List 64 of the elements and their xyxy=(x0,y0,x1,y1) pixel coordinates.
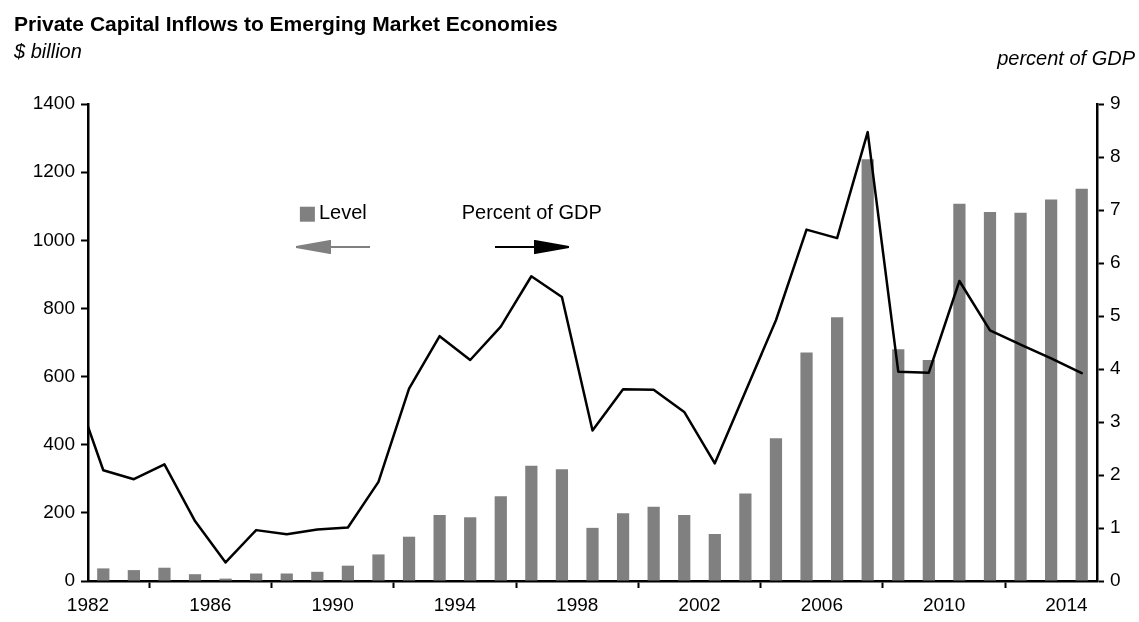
bar xyxy=(525,465,538,581)
y-tick-label: 600 xyxy=(43,364,75,386)
bar xyxy=(678,514,691,581)
text: Percent of GDP xyxy=(461,201,602,224)
y-tick-label: 0 xyxy=(64,569,75,591)
x-tick-label: 1994 xyxy=(433,593,477,615)
bar xyxy=(739,493,752,581)
bar xyxy=(892,349,905,581)
y-tick-label: 400 xyxy=(43,432,75,454)
x-tick-label: 2010 xyxy=(922,593,966,615)
bar xyxy=(280,573,293,581)
bar xyxy=(769,438,783,581)
y-axis-title: $ billion xyxy=(14,40,82,63)
bar xyxy=(433,514,446,581)
bar xyxy=(1014,212,1027,581)
y-tick-label: 800 xyxy=(43,296,75,318)
bar xyxy=(1045,199,1058,581)
bar xyxy=(97,568,110,581)
y2-tick-label: 9 xyxy=(1110,92,1121,114)
y2-tick-label: 8 xyxy=(1110,145,1121,167)
y2-tick-label: 4 xyxy=(1110,357,1121,379)
y-tick-label: 200 xyxy=(43,501,75,523)
y-tick-label: 1000 xyxy=(32,228,75,250)
y-tick-label: 1200 xyxy=(32,160,75,182)
y2-tick-label: 7 xyxy=(1110,198,1121,220)
y2-tick-label: 2 xyxy=(1110,463,1121,485)
y2-axis-title: percent of GDP xyxy=(997,47,1135,70)
bar xyxy=(861,159,874,581)
x-tick-label: 2006 xyxy=(800,593,843,615)
bar xyxy=(708,533,721,581)
bar xyxy=(127,570,140,581)
bar xyxy=(586,527,599,581)
y2-tick-label: 5 xyxy=(1110,304,1121,326)
bar xyxy=(464,517,477,581)
x-tick-label: 1986 xyxy=(189,593,232,615)
bar xyxy=(158,567,171,581)
y2-tick-label: 1 xyxy=(1110,516,1121,538)
y-tick-label: 1400 xyxy=(32,92,75,114)
y2-tick-label: 6 xyxy=(1110,251,1121,273)
bar xyxy=(953,203,966,581)
bar xyxy=(922,359,935,581)
x-tick-label: 1990 xyxy=(311,593,354,615)
x-tick-label: 2002 xyxy=(678,593,721,615)
bar xyxy=(402,536,416,581)
bar xyxy=(311,571,324,581)
bar xyxy=(188,574,202,581)
bar xyxy=(983,212,997,581)
x-tick-label: 1982 xyxy=(66,593,110,615)
bar xyxy=(372,554,385,581)
x-tick-label: 1998 xyxy=(556,593,599,615)
chart-title: Private Capital Inflows to Emerging Market Economies xyxy=(14,12,558,36)
bar xyxy=(341,565,355,581)
x-tick-label: 2014 xyxy=(1045,593,1088,615)
legend-label: Level xyxy=(318,201,367,224)
bar xyxy=(250,573,263,581)
y2-tick-label: 0 xyxy=(1110,569,1121,591)
bar xyxy=(647,506,660,581)
y2-tick-label: 3 xyxy=(1110,410,1121,432)
bar xyxy=(800,352,813,581)
bar xyxy=(830,317,844,581)
bar xyxy=(1075,188,1088,581)
bar xyxy=(616,513,630,581)
bar xyxy=(555,469,569,581)
bar xyxy=(494,496,507,581)
